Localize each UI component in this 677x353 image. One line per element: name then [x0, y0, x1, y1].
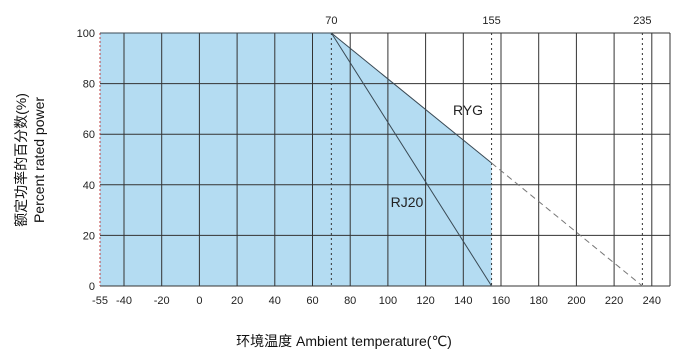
x-tick-label: 200	[567, 295, 585, 307]
guide-lines	[330, 33, 643, 286]
series-label-rj20: RJ20	[391, 194, 424, 210]
y-tick-label: 80	[83, 79, 95, 91]
ryg-area	[100, 33, 492, 286]
curves	[100, 32, 643, 287]
top-tick-label: 235	[633, 15, 651, 27]
x-tick-label: 60	[306, 295, 318, 307]
x-tick-label: 160	[492, 295, 510, 307]
x-tick-label: -55	[92, 295, 108, 307]
y-axis-title-chinese: 额定功率的百分数(%)	[13, 93, 29, 227]
y-axis-title-english: Percent rated power	[31, 97, 47, 223]
x-tick-label: 180	[530, 295, 548, 307]
x-tick-label: 220	[605, 295, 623, 307]
curve-labels: RYG RJ20	[391, 102, 483, 210]
x-tick-label: 40	[269, 295, 281, 307]
x-tick-label: 240	[643, 295, 661, 307]
rj20-curve	[100, 32, 492, 287]
x-tick-label: -40	[116, 295, 132, 307]
x-tick-label: 80	[344, 295, 356, 307]
x-tick-label: 100	[379, 295, 397, 307]
ryg-extension	[491, 162, 643, 287]
y-tick-label: 60	[83, 129, 95, 141]
x-tick-label: -20	[154, 295, 170, 307]
top-tick-label: 155	[482, 15, 500, 27]
x-tick-label: 120	[416, 295, 434, 307]
x-tick-label: 20	[231, 295, 243, 307]
grid	[99, 32, 671, 287]
series-label-ryg: RYG	[453, 102, 483, 118]
x-tick-label: 140	[454, 295, 472, 307]
y-tick-label: 100	[77, 28, 95, 40]
top-tick-label: 70	[325, 15, 337, 27]
y-tick-label: 0	[89, 281, 95, 293]
tick-labels: -55 -40 -20 0 20 40 60 80 100 120 140 160 180 200 220 2…	[77, 15, 661, 307]
x-axis-title: 环境温度 Ambient temperature(℃)	[236, 333, 452, 349]
safe-operating-area	[100, 33, 492, 286]
y-tick-label: 40	[83, 180, 95, 192]
y-tick-label: 20	[83, 230, 95, 242]
x-tick-label: 0	[196, 295, 202, 307]
